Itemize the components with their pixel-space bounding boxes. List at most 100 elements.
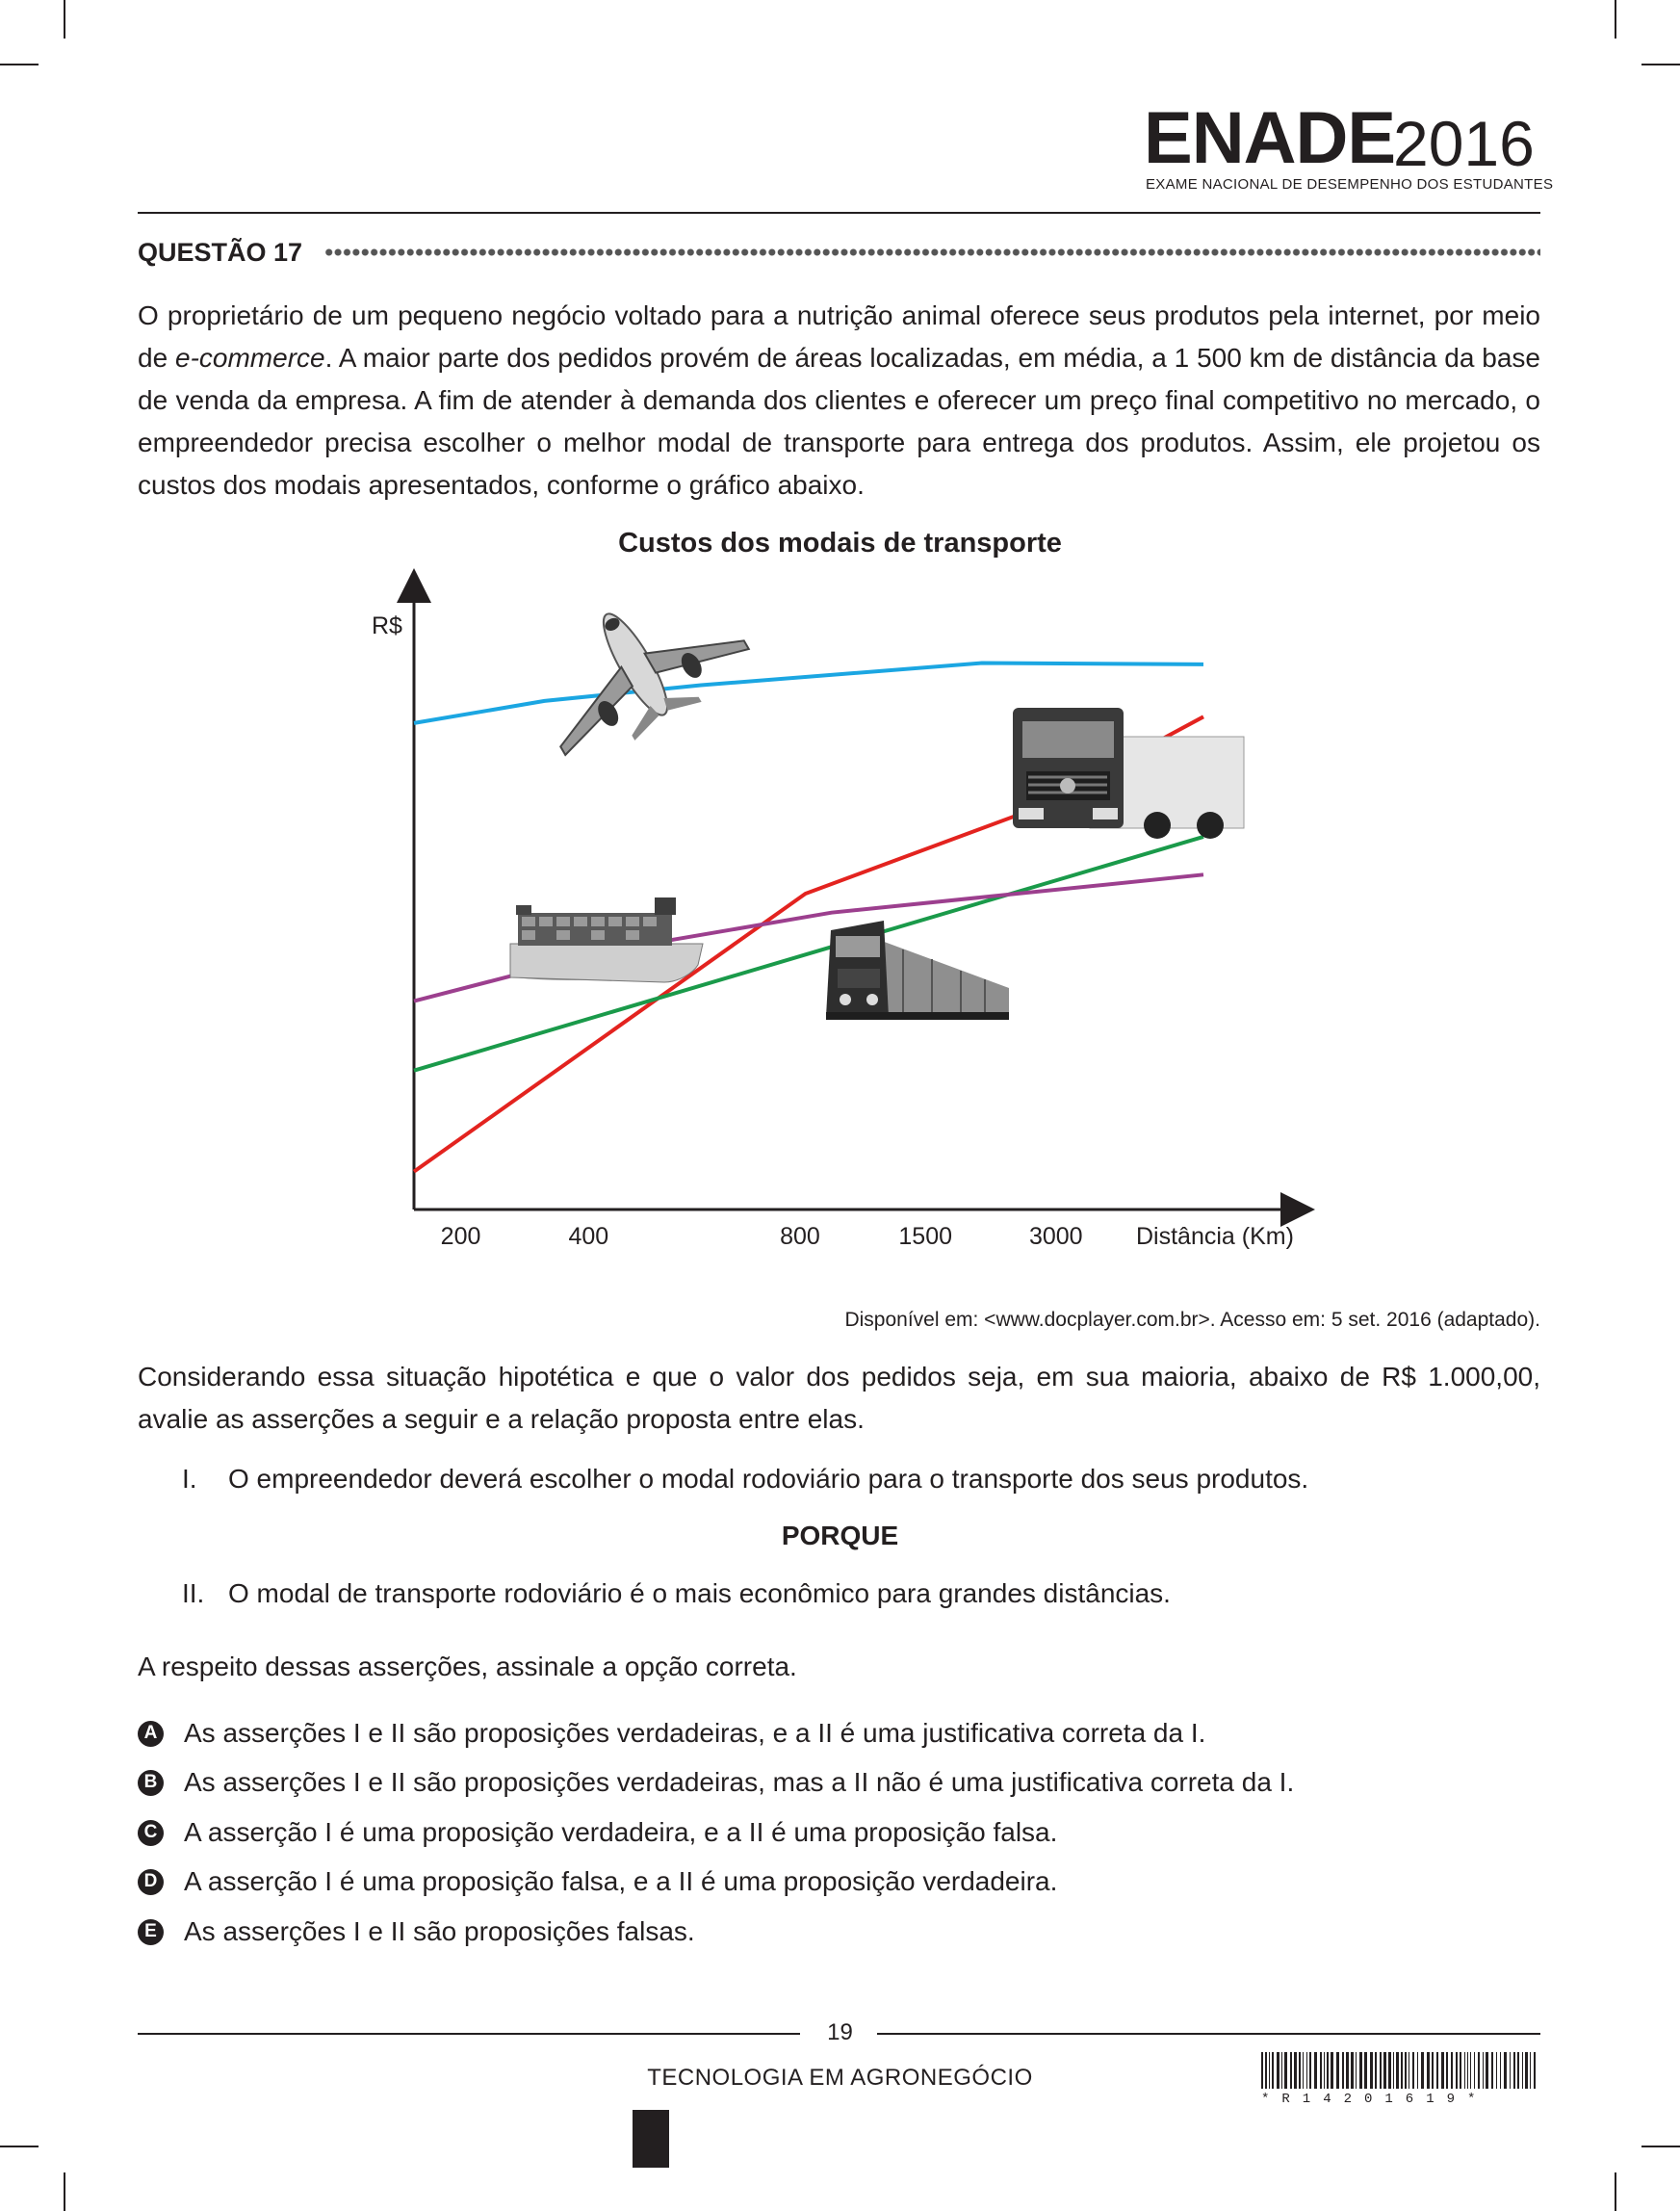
crop-mark	[1641, 64, 1680, 65]
crop-mark	[0, 2146, 39, 2147]
option-d-letter: D	[138, 1868, 164, 1895]
barcode-bar	[1478, 2052, 1480, 2089]
barcode-bar	[1309, 2052, 1311, 2089]
barcode-bar	[1396, 2052, 1399, 2089]
barcode-bar	[1432, 2052, 1434, 2089]
crop-mark	[1615, 2172, 1616, 2211]
barcode-bar	[1261, 2052, 1263, 2089]
option-d[interactable]: D A asserção I é uma proposição falsa, e…	[138, 1864, 1057, 1899]
question-prompt: A respeito dessas asserções, assinale a …	[138, 1652, 797, 1681]
barcode-bar	[1303, 2052, 1304, 2089]
airplane-icon	[559, 612, 751, 757]
barcode-bar	[1370, 2052, 1373, 2089]
source-citation: Disponível em: <www.docplayer.com.br>. A…	[844, 1309, 1540, 1331]
crop-mark	[64, 2172, 65, 2211]
barcode-bar	[1534, 2052, 1536, 2089]
barcode-bar	[1324, 2052, 1325, 2089]
series-line-air	[413, 661, 1204, 725]
page-number: 19	[827, 2019, 853, 2045]
barcode-bar	[1346, 2052, 1349, 2089]
crop-mark	[64, 0, 65, 39]
question-context: Considerando essa situação hipotética e …	[138, 1362, 1540, 1434]
x-tick-label: 1500	[898, 1223, 952, 1250]
barcode-bar	[1351, 2052, 1354, 2089]
barcode-bar	[1380, 2052, 1382, 2089]
barcode-bar	[1500, 2052, 1501, 2089]
barcode-bar	[1401, 2052, 1403, 2089]
enade-logo: ENADE	[1144, 97, 1396, 179]
barcode-bar	[1306, 2052, 1307, 2089]
barcode-bar	[1464, 2052, 1465, 2089]
barcode-bar	[1483, 2052, 1484, 2089]
option-a[interactable]: A As asserções I e II são proposições ve…	[138, 1716, 1205, 1751]
barcode-bar	[1446, 2052, 1448, 2089]
option-e[interactable]: E As asserções I e II são proposições fa…	[138, 1914, 695, 1949]
assertion-1: I. O empreendedor deverá escolher o modal…	[182, 1462, 1308, 1496]
footer-rule-right	[877, 2033, 1540, 2035]
option-b-letter: B	[138, 1769, 164, 1796]
barcode-bar	[1460, 2052, 1461, 2089]
barcode-bar	[1470, 2052, 1471, 2089]
barcode-bar	[1517, 2052, 1519, 2089]
barcode-bar	[1525, 2052, 1528, 2089]
option-b[interactable]: B As asserções I e II são proposições ve…	[138, 1765, 1294, 1800]
barcode-bar	[1474, 2052, 1475, 2089]
barcode-bar	[1359, 2052, 1362, 2089]
option-b-text: As asserções I e II são proposições verd…	[184, 1767, 1295, 1797]
option-e-letter: E	[138, 1918, 164, 1945]
option-c-text: A asserção I é uma proposição verdadeira…	[184, 1817, 1058, 1847]
crop-mark	[0, 64, 39, 65]
barcode-bar	[1327, 2052, 1329, 2089]
x-tick-label: 800	[780, 1223, 820, 1250]
barcode-text: *R1420161​9*	[1261, 2092, 1488, 2107]
barcode-bar	[1314, 2052, 1317, 2089]
barcode-bar	[1269, 2052, 1270, 2089]
series-line-rail	[413, 835, 1204, 1073]
chart-title: Custos dos modais de transporte	[618, 528, 1062, 559]
x-tick-labels: 200 400 800 1500 3000	[441, 1223, 1083, 1250]
course-name: TECNOLOGIA EM AGRONEGÓCIO	[647, 2065, 1033, 2091]
barcode-bar	[1277, 2052, 1279, 2089]
footer-rule-left	[138, 2033, 800, 2035]
assertion-2-text: O modal de transporte rodoviário é o mai…	[228, 1578, 1171, 1608]
barcode-bar	[1421, 2052, 1424, 2089]
barcode-bar	[1299, 2052, 1301, 2089]
cost-chart: R$ Distância (Km) 200 400 800 1500 3000	[372, 568, 1315, 1250]
barcode-bar	[1265, 2052, 1267, 2089]
barcode-bar	[1522, 2052, 1523, 2089]
assertion-1-number: I.	[182, 1464, 197, 1494]
assertion-1-text: O empreendedor deverá escolher o modal r…	[228, 1464, 1309, 1494]
option-c[interactable]: C A asserção I é uma proposição verdadei…	[138, 1815, 1057, 1850]
option-a-letter: A	[138, 1720, 164, 1747]
x-tick-label: 400	[569, 1223, 609, 1250]
barcode-bar	[1331, 2052, 1333, 2089]
option-c-letter: C	[138, 1819, 164, 1846]
barcode-bar	[1405, 2052, 1407, 2089]
barcode-bar	[1294, 2052, 1297, 2089]
barcode-bar	[1451, 2052, 1453, 2089]
barcode-bar	[1417, 2052, 1418, 2089]
assertion-2-number: II.	[182, 1578, 205, 1608]
barcode-bar	[1383, 2052, 1386, 2089]
question-title: QUESTÃO 17	[138, 238, 303, 267]
registration-mark	[633, 2110, 669, 2168]
barcode-bar	[1496, 2052, 1497, 2089]
option-e-text: As asserções I e II são proposições fals…	[184, 1916, 695, 1946]
dotted-separator	[324, 247, 1540, 257]
barcode-bar	[1272, 2052, 1274, 2089]
barcode-bar	[1412, 2052, 1414, 2089]
intro-text-end: . A maior parte dos pedidos provém de ár…	[138, 343, 1540, 500]
barcode-bar	[1290, 2052, 1292, 2089]
barcode-bar	[1491, 2052, 1493, 2089]
barcode-bar	[1467, 2052, 1468, 2089]
header-rule	[138, 212, 1540, 214]
y-axis-label: R$	[372, 612, 402, 639]
ship-icon	[509, 897, 704, 983]
enade-logo-year: 2016	[1393, 108, 1535, 179]
barcode-bar	[1441, 2052, 1444, 2089]
question-intro: O proprietário de um pequeno negócio vol…	[138, 295, 1540, 507]
barcode-bar	[1388, 2052, 1391, 2089]
enade-logo-subtitle: EXAME NACIONAL DE DESEMPENHO DOS ESTUDAN…	[1146, 176, 1554, 193]
barcode-bar	[1356, 2052, 1357, 2089]
barcode-bar	[1510, 2052, 1511, 2089]
